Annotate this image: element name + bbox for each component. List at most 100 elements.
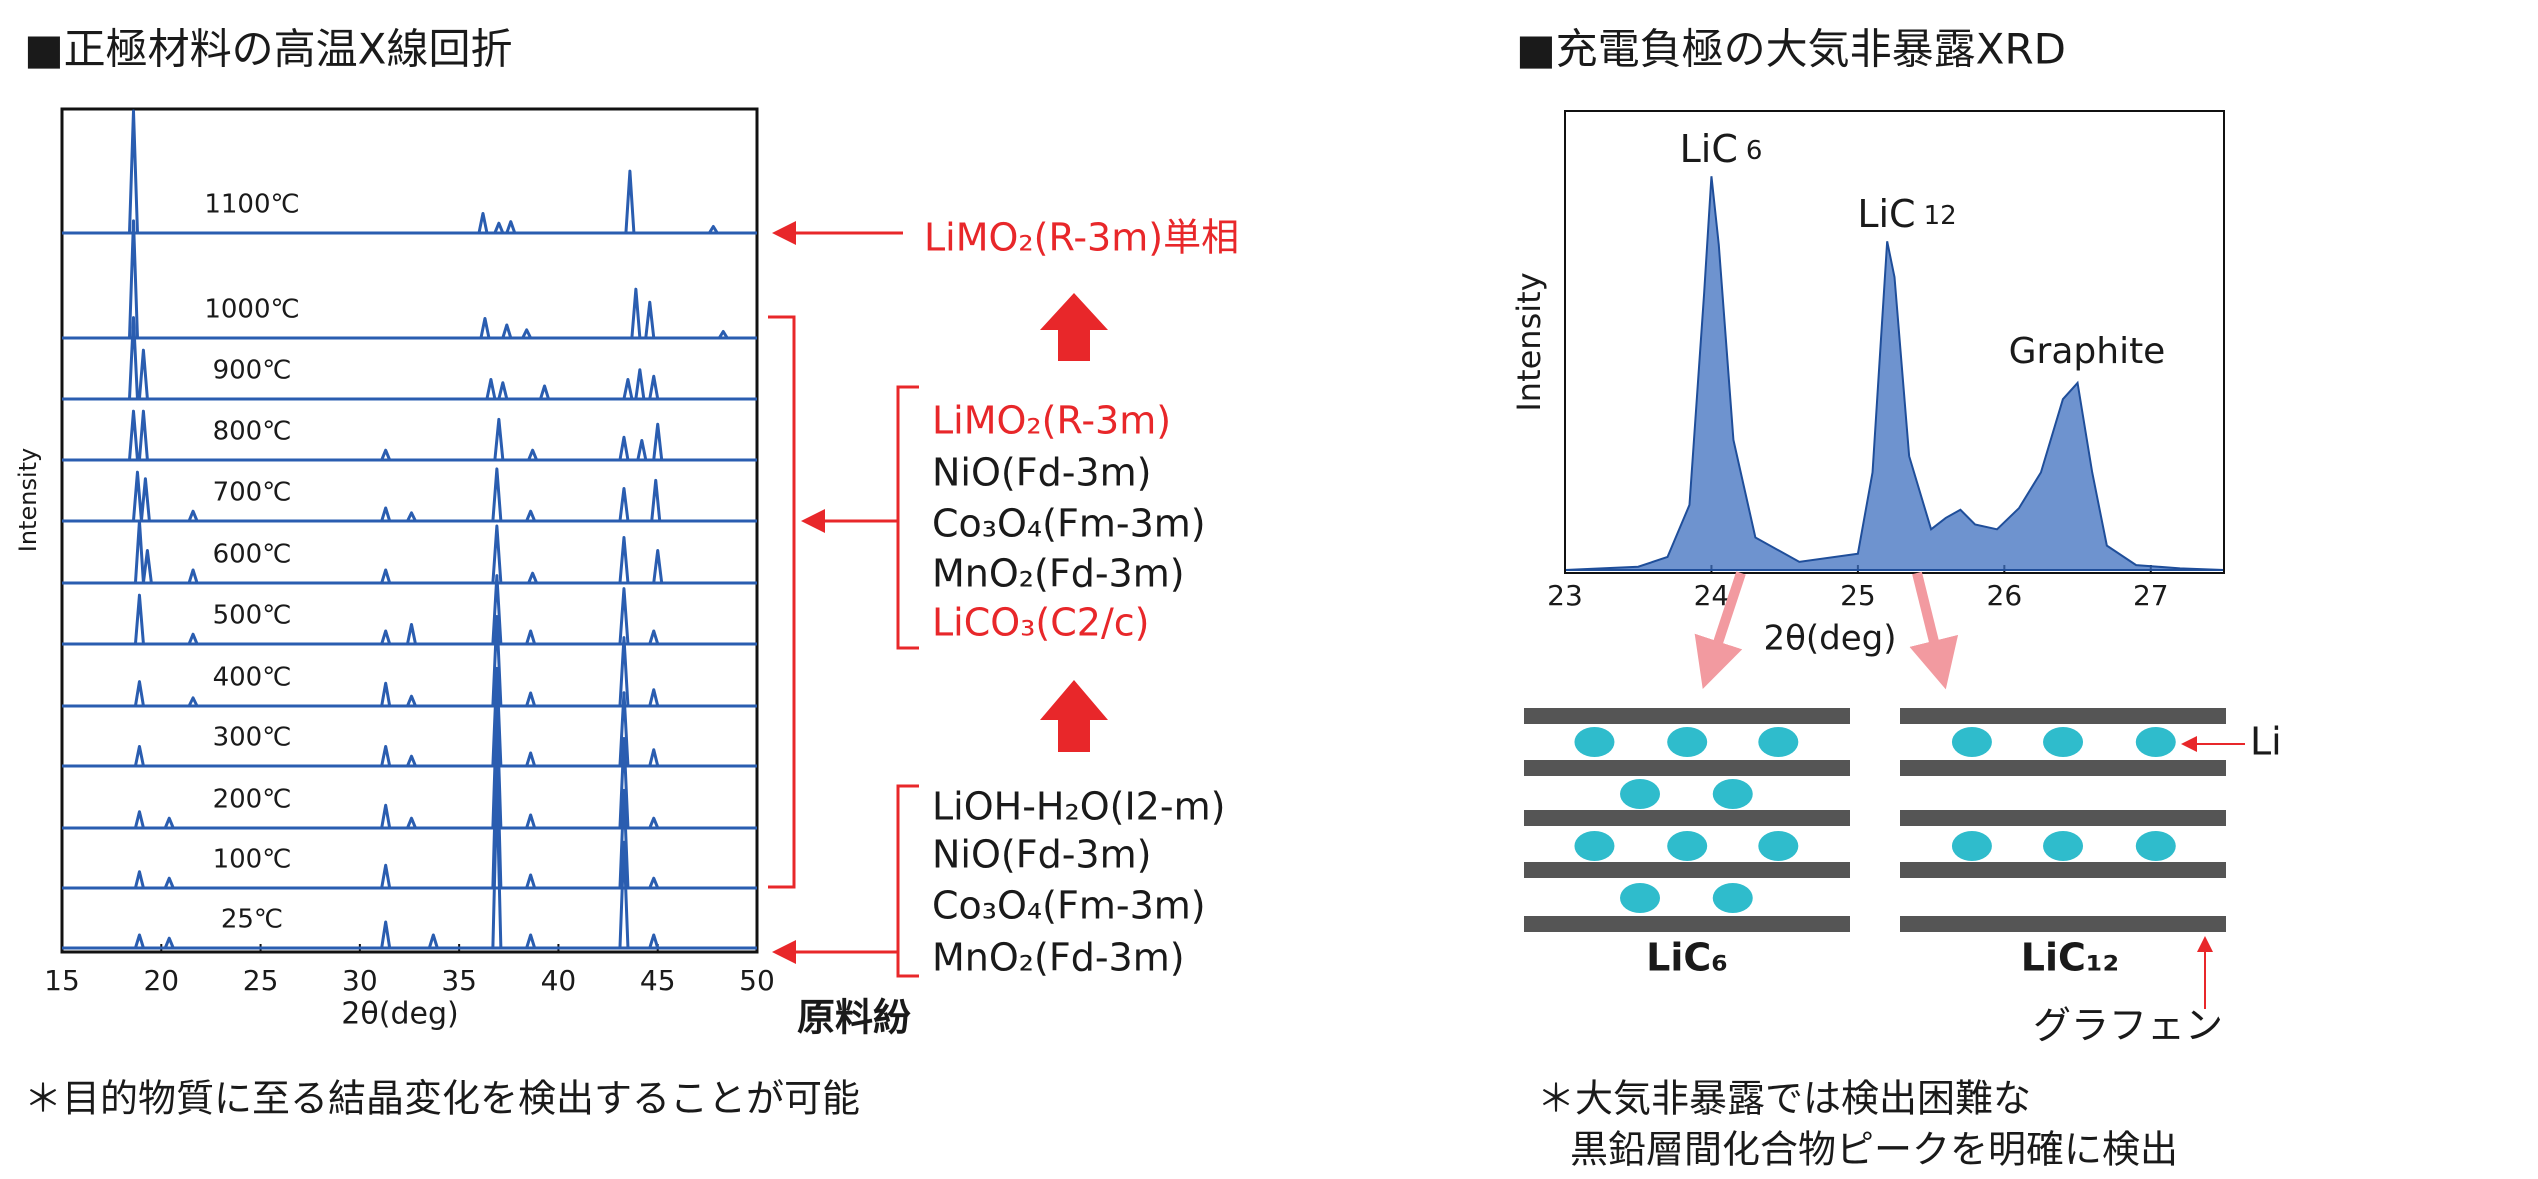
li-ion [1713, 779, 1753, 809]
graphene-layer [1900, 708, 2226, 724]
peak [382, 570, 390, 583]
y-label: Intensity [14, 448, 42, 552]
peak [638, 440, 646, 460]
up-arrow [1040, 293, 1108, 361]
y-label: Intensity [1510, 272, 1548, 411]
peak [129, 411, 137, 460]
phase: Co₃O₄(Fm-3m) [932, 884, 1206, 928]
peak [382, 683, 390, 706]
peak-label: LiC12 [1857, 192, 1956, 236]
phase: NiO(Fd-3m) [932, 833, 1151, 877]
peak [650, 750, 658, 766]
peak [650, 376, 658, 399]
peak [654, 550, 662, 583]
x-tick-label: 23 [1547, 579, 1583, 612]
peak [650, 690, 658, 706]
peak [135, 682, 143, 706]
x-tick-label: 45 [640, 964, 676, 997]
single-phase: LiMO₂(R-3m)単相 [924, 216, 1239, 260]
note: ＊大気非暴露では検出困難な [1537, 1077, 2031, 1121]
x-tick-label: 27 [2133, 579, 2169, 612]
bracket [898, 387, 919, 648]
li-ion [1758, 831, 1798, 861]
li-ion [2136, 831, 2176, 861]
peak [135, 812, 143, 828]
graphene-label: グラフェン [2033, 1004, 2223, 1048]
peak [479, 213, 487, 233]
li-ion [1667, 727, 1707, 757]
trace-label: 100℃ [213, 845, 292, 875]
graphene-layer [1524, 708, 1850, 724]
phase: MnO₂(Fd-3m) [932, 552, 1185, 596]
graphene-layer [1900, 810, 2226, 826]
phase: Co₃O₄(Fm-3m) [932, 502, 1206, 546]
peak [636, 370, 644, 399]
peak [135, 872, 143, 888]
peak [143, 550, 151, 583]
peak [487, 379, 495, 399]
li-ion [1713, 883, 1753, 913]
x-tick-label: 30 [342, 964, 378, 997]
phase: LiCO₃(C2/c) [932, 601, 1149, 645]
peak [652, 480, 660, 521]
right-plot: 23 24 25 26 27 [1547, 176, 2224, 612]
graphene-layer [1524, 862, 1850, 878]
li-ion [1574, 727, 1614, 757]
peak [527, 693, 535, 706]
peak [382, 746, 390, 766]
graphene-layer [1524, 760, 1850, 776]
trace-label: 500℃ [213, 601, 292, 631]
right-title: ■充電負極の大気非暴露XRD [1516, 25, 2066, 74]
graphene-layer [1524, 916, 1850, 932]
trace-label: 900℃ [213, 356, 292, 386]
peak [382, 865, 390, 888]
li-label: Li [2250, 720, 2282, 764]
peak [646, 302, 654, 338]
peak [527, 631, 535, 644]
phase: NiO(Fd-3m) [932, 451, 1151, 495]
peak [527, 815, 535, 828]
x-tick-label: 24 [1694, 579, 1730, 612]
peak [620, 437, 628, 460]
lic12-label: LiC₁₂ [2021, 936, 2119, 980]
peak [481, 318, 489, 338]
peak [650, 935, 658, 948]
left-title: ■正極材料の高温X線回折 [24, 25, 512, 74]
peak [135, 521, 143, 583]
bracket [768, 317, 794, 887]
peak [527, 935, 535, 948]
left-plot: 15202530354045501100℃1000℃900℃800℃700℃60… [44, 111, 775, 997]
peak [620, 589, 628, 644]
peak [407, 624, 415, 644]
peak [429, 935, 437, 948]
trace-label: 200℃ [213, 785, 292, 815]
note: 黒鉛層間化合物ピークを明確に検出 [1570, 1128, 2178, 1172]
li-ion [1952, 831, 1992, 861]
x-tick-label: 26 [1987, 579, 2023, 612]
x-tick-label: 50 [739, 964, 775, 997]
trace-label: 300℃ [213, 723, 292, 753]
peak [493, 469, 501, 521]
x-tick-label: 25 [1840, 579, 1876, 612]
peak [382, 922, 390, 948]
raw-label: 原料紛 [797, 996, 911, 1040]
peak [139, 350, 147, 399]
trace-label: 1000℃ [204, 295, 299, 325]
peak [650, 631, 658, 644]
lic6-label: LiC₆ [1646, 936, 1728, 980]
peak [133, 472, 141, 521]
peak [632, 289, 640, 338]
note: ＊目的物質に至る結晶変化を検出することが可能 [24, 1077, 860, 1121]
li-ion [2043, 727, 2083, 757]
peak [139, 411, 147, 460]
li-ion [1574, 831, 1614, 861]
trace-label: 25℃ [221, 905, 283, 935]
bracket [898, 786, 919, 976]
figure: ■正極材料の高温X線回折 Intensity 2θ(deg) 152025303… [0, 0, 2538, 1179]
peak [620, 488, 628, 521]
trace-label: 700℃ [213, 478, 292, 508]
arrow [1917, 573, 1941, 670]
peak [382, 508, 390, 521]
peak [527, 753, 535, 766]
up-arrow [1040, 680, 1108, 752]
